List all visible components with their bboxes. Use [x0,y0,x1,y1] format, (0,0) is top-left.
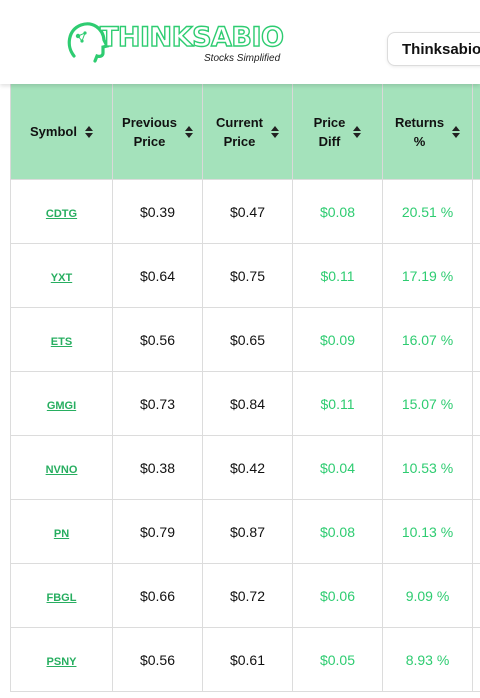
sort-icon[interactable] [353,125,362,138]
returns-table: Symbol Previous Price Current Price Price D… [10,84,480,692]
symbol-cell: NVNO [10,435,113,500]
previous-price-cell: $0.39 [112,179,203,244]
current-price-cell: $0.87 [202,499,293,564]
overflow-cell [472,371,480,436]
head-logo-icon [67,22,110,63]
symbol-link[interactable]: GMGI [46,399,77,412]
current-price-cell: $0.47 [202,179,293,244]
previous-price-cell: $0.56 [112,307,203,372]
current-price-cell: $0.65 [202,307,293,372]
returns-cell: 10.53 % [382,435,473,500]
symbol-link[interactable]: CDTG [45,207,78,220]
header-label-line2: Diff [318,133,341,149]
table-header-row: Symbol Previous Price Current Price Price D… [10,84,480,180]
current-price-cell: $0.42 [202,435,293,500]
current-price-cell: $0.72 [202,563,293,628]
table-row: FBGL $0.66 $0.72 $0.06 9.09 % [10,563,480,628]
current-price-cell: $0.84 [202,371,293,436]
logo-wordmark: THINKSABIO [99,22,284,53]
table-row: YXT $0.64 $0.75 $0.11 17.19 % [10,243,480,308]
symbol-link[interactable]: PN [53,527,70,540]
returns-cell: 9.09 % [382,563,473,628]
price-diff-cell: $0.11 [292,243,383,308]
overflow-cell [472,435,480,500]
symbol-link[interactable]: NVNO [45,463,78,476]
header-label-line2: % [413,133,426,149]
top-navbar: THINKSABIO Stocks Simplified Thinksabio [0,0,480,84]
overflow-cell [472,243,480,308]
brand-logo[interactable]: THINKSABIO Stocks Simplified [64,20,294,66]
table-body: CDTG $0.39 $0.47 $0.08 20.51 % YXT $0.64… [10,179,480,692]
header-symbol-label: Symbol [30,124,77,139]
table-row: ETS $0.56 $0.65 $0.09 16.07 % [10,307,480,372]
header-previous-price[interactable]: Previous Price [112,84,203,180]
overflow-cell [472,499,480,564]
table-row: CDTG $0.39 $0.47 $0.08 20.51 % [10,179,480,244]
previous-price-cell: $0.56 [112,627,203,692]
price-diff-cell: $0.09 [292,307,383,372]
symbol-cell: GMGI [10,371,113,436]
symbol-cell: PSNY [10,627,113,692]
price-diff-cell: $0.08 [292,179,383,244]
returns-cell: 10.13 % [382,499,473,564]
sort-icon[interactable] [452,125,461,138]
header-returns[interactable]: Returns% [382,84,473,180]
symbol-link[interactable]: YXT [50,271,73,284]
returns-cell: 17.19 % [382,243,473,308]
price-diff-cell: $0.04 [292,435,383,500]
sort-icon[interactable] [184,125,193,138]
sort-icon[interactable] [270,125,279,138]
table-row: PN $0.79 $0.87 $0.08 10.13 % [10,499,480,564]
header-price-diff[interactable]: Price Diff [292,84,383,180]
price-diff-cell: $0.11 [292,371,383,436]
price-diff-cell: $0.08 [292,499,383,564]
symbol-cell: FBGL [10,563,113,628]
current-price-cell: $0.61 [202,627,293,692]
returns-cell: 16.07 % [382,307,473,372]
symbol-link[interactable]: FBGL [46,591,77,604]
header-current-price[interactable]: Current Price [202,84,293,180]
table-row: GMGI $0.73 $0.84 $0.11 15.07 % [10,371,480,436]
returns-cell: 20.51 % [382,179,473,244]
price-diff-cell: $0.06 [292,563,383,628]
symbol-cell: CDTG [10,179,113,244]
symbol-cell: ETS [10,307,113,372]
current-price-cell: $0.75 [202,243,293,308]
previous-price-cell: $0.73 [112,371,203,436]
header-label-line1: Returns [394,114,445,130]
table-row: NVNO $0.38 $0.42 $0.04 10.53 % [10,435,480,500]
table-row: PSNY $0.56 $0.61 $0.05 8.93 % [10,627,480,692]
logo-tagline: Stocks Simplified [204,53,281,64]
symbol-cell: PN [10,499,113,564]
previous-price-cell: $0.38 [112,435,203,500]
returns-cell: 15.07 % [382,371,473,436]
price-diff-cell: $0.05 [292,627,383,692]
previous-price-cell: $0.79 [112,499,203,564]
header-label-line1: Previous [122,114,177,130]
header-label-line2: Price [133,133,166,149]
symbol-link[interactable]: PSNY [46,655,77,668]
overflow-cell [472,307,480,372]
header-label-line1: Current [216,114,263,130]
header-overflow-column [472,84,480,180]
thinksabio-menu-button[interactable]: Thinksabio [387,32,480,66]
returns-table-container: Symbol Previous Price Current Price Price D… [10,84,480,692]
sort-icon[interactable] [84,125,93,138]
symbol-link[interactable]: ETS [50,335,73,348]
overflow-cell [472,179,480,244]
previous-price-cell: $0.66 [112,563,203,628]
previous-price-cell: $0.64 [112,243,203,308]
header-label-line2: Price [223,133,256,149]
overflow-cell [472,563,480,628]
header-symbol[interactable]: Symbol [10,84,113,180]
header-label-line1: Price [313,114,346,130]
symbol-cell: YXT [10,243,113,308]
overflow-cell [472,627,480,692]
returns-cell: 8.93 % [382,627,473,692]
